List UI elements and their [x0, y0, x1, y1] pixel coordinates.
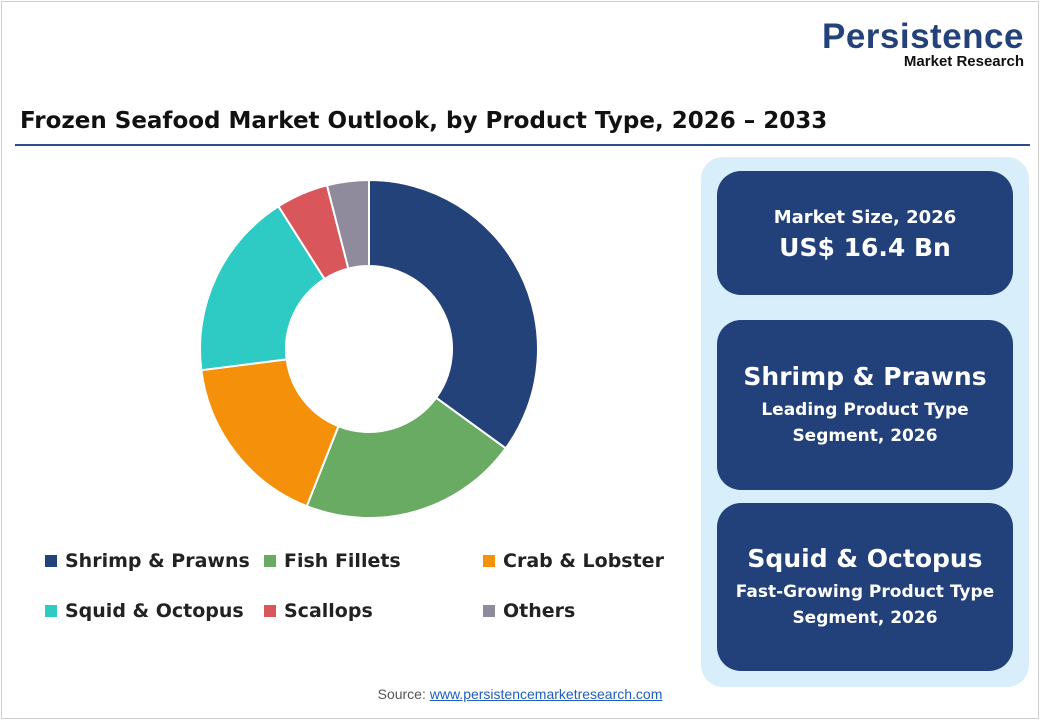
legend-item: Scallops: [264, 600, 373, 622]
logo: Persistence Market Research: [821, 17, 1024, 70]
legend-swatch: [483, 605, 495, 617]
market-size-label: Market Size, 2026: [773, 206, 957, 228]
legend-swatch: [264, 555, 276, 567]
legend-item: Crab & Lobster: [483, 550, 664, 572]
leading-segment-line2: Segment, 2026: [792, 425, 938, 446]
fast-growing-card: Squid & Octopus Fast-Growing Product Typ…: [717, 503, 1013, 671]
legend-swatch: [483, 555, 495, 567]
source-link[interactable]: www.persistencemarketresearch.com: [429, 686, 663, 702]
legend-label: Crab & Lobster: [503, 550, 664, 572]
donut-chart: [199, 178, 539, 519]
legend-item: Fish Fillets: [264, 550, 401, 572]
legend-label: Shrimp & Prawns: [65, 550, 250, 572]
fast-growing-line1: Fast-Growing Product Type: [735, 581, 995, 602]
leading-segment-card: Shrimp & Prawns Leading Product Type Seg…: [717, 320, 1013, 490]
logo-line2: Market Research: [903, 53, 1024, 70]
legend-label: Scallops: [284, 600, 373, 622]
legend-label: Fish Fillets: [284, 550, 401, 572]
source: Source: www.persistencemarketresearch.co…: [0, 686, 1040, 702]
logo-line1: Persistence: [821, 17, 1024, 56]
donut-slice-crab-lobster: [200, 358, 340, 508]
chart-title: Frozen Seafood Market Outlook, by Produc…: [20, 108, 828, 134]
legend-item: Shrimp & Prawns: [45, 550, 250, 572]
donut-slice-shrimp-prawns: [368, 178, 539, 450]
fast-growing-line2: Segment, 2026: [792, 607, 938, 628]
market-size-value: US$ 16.4 Bn: [779, 232, 951, 262]
legend-item: Squid & Octopus: [45, 600, 244, 622]
legend-swatch: [264, 605, 276, 617]
market-size-card: Market Size, 2026 US$ 16.4 Bn: [717, 171, 1013, 295]
legend-item: Others: [483, 600, 575, 622]
donut-slice-squid-octopus: [199, 204, 326, 372]
summary-panel: Market Size, 2026 US$ 16.4 Bn Shrimp & P…: [701, 157, 1029, 687]
legend-label: Others: [503, 600, 576, 622]
fast-growing-title: Squid & Octopus: [747, 543, 983, 573]
title-divider: [15, 144, 1030, 146]
source-label: Source:: [377, 686, 426, 702]
legend-label: Squid & Octopus: [65, 600, 244, 622]
legend-swatch: [45, 605, 57, 617]
donut-slice-fish-fillets: [305, 396, 508, 519]
legend-swatch: [45, 555, 57, 567]
leading-segment-line1: Leading Product Type: [761, 399, 969, 420]
leading-segment-title: Shrimp & Prawns: [743, 361, 987, 391]
donut-slice-others: [325, 178, 370, 270]
